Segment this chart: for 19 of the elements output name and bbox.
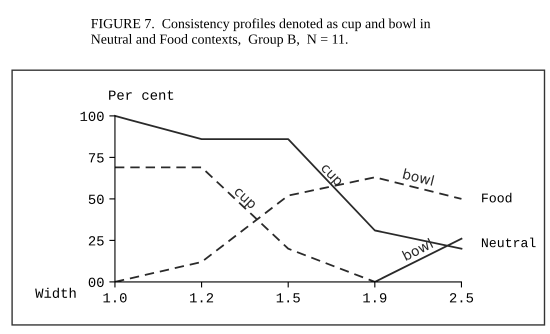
text: bowl <box>402 238 434 261</box>
y-tick-label: 25 <box>88 236 104 246</box>
x-axis-title: Width <box>35 288 76 298</box>
text: cup <box>318 164 343 188</box>
y-tick-label: 100 <box>80 112 104 122</box>
x-tick-label: 1.2 <box>190 293 214 302</box>
chart-title: FIGURE 7. Consistency profiles denoted as cup and bowl in Neutral and Food contexts, Group B, N = 11. <box>91 18 430 47</box>
annotation: Food <box>482 192 512 202</box>
x-tick-label: 1.5 <box>276 293 300 303</box>
y-axis-title: Per cent <box>109 90 174 100</box>
y-tick-label: 50 <box>88 194 104 204</box>
y-tick-label: 00 <box>88 278 104 288</box>
x-tick-label: 2.5 <box>450 293 474 303</box>
x-tick-label: 1.0 <box>103 293 127 303</box>
text: cup <box>232 187 256 212</box>
annotation: Neutral <box>482 238 536 248</box>
text: bowl <box>402 168 434 186</box>
x-tick-label: 1.9 <box>363 293 386 303</box>
y-tick-label: 75 <box>88 153 104 163</box>
